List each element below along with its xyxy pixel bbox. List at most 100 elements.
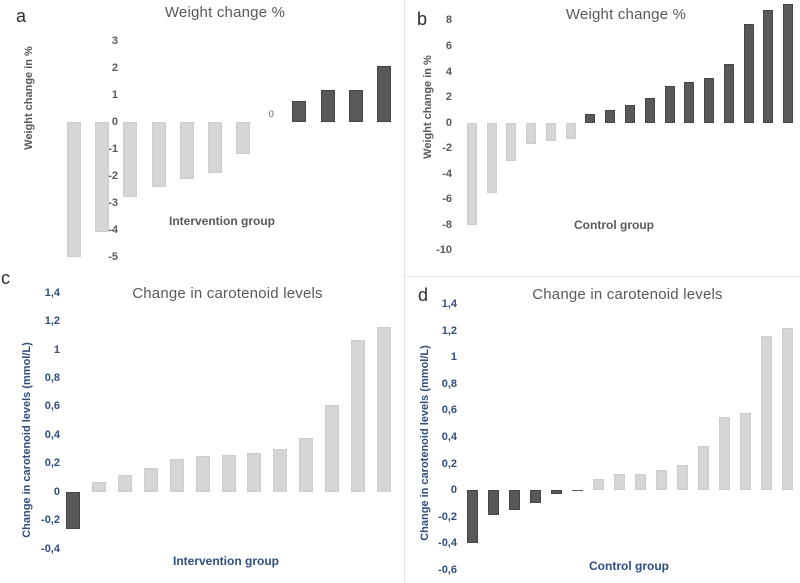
bar — [169, 459, 184, 492]
bar — [273, 449, 288, 492]
panel-label-b: b — [417, 9, 428, 29]
bar — [299, 437, 314, 492]
bar — [466, 122, 477, 225]
bar — [551, 490, 562, 495]
bar — [572, 490, 583, 492]
bar — [377, 326, 392, 492]
bar — [614, 474, 625, 491]
bar — [151, 122, 166, 187]
y-tick-label: 4 — [445, 65, 452, 78]
y-tick-label: 0,2 — [44, 457, 60, 470]
chart-title: Change in carotenoid levels — [532, 286, 723, 303]
bar — [625, 104, 635, 123]
bar — [605, 109, 616, 123]
y-tick-label: 0,8 — [44, 372, 60, 385]
bar — [635, 474, 646, 491]
y-tick-label: 2 — [445, 91, 452, 104]
plot-area — [400, 283, 800, 583]
y-tick-label: -6 — [442, 193, 452, 206]
chart-title: Weight change % — [565, 6, 687, 23]
bar — [221, 454, 236, 492]
y-tick-label: 1 — [53, 343, 60, 356]
bar — [351, 339, 366, 492]
bar — [292, 100, 307, 123]
bar — [740, 413, 751, 491]
y-tick-label: -0,6 — [438, 563, 457, 576]
bar — [593, 479, 604, 491]
bar — [179, 122, 194, 179]
bar — [704, 77, 715, 123]
bar — [91, 481, 106, 492]
y-tick-label: 0,4 — [441, 430, 457, 443]
bar — [509, 490, 520, 510]
bar — [545, 122, 556, 142]
y-tick-label: -5 — [108, 250, 118, 263]
bar — [763, 10, 774, 123]
y-tick-label: 1 — [450, 351, 457, 364]
chart-panel-d: Change in carotenoid levels Change in ca… — [400, 283, 800, 583]
plot-area — [400, 0, 800, 283]
panel-divider-vertical — [404, 0, 405, 583]
y-axis-ticks: 8 6 4 2 0 -2 -4 -6 -8 -10 — [400, 0, 800, 283]
bar — [207, 122, 222, 174]
y-tick-label: 2 — [111, 62, 118, 75]
y-tick-label: -2 — [442, 142, 452, 155]
bar — [664, 85, 675, 123]
bar — [761, 336, 772, 491]
bar — [782, 328, 793, 491]
bar — [723, 63, 734, 123]
bar — [656, 470, 667, 491]
bar — [486, 122, 497, 193]
x-axis-group-label: Control group — [589, 559, 669, 573]
bar — [488, 490, 499, 516]
plot-area: 0 — [0, 0, 400, 283]
y-tick-label: -1 — [108, 143, 118, 156]
y-tick-label: 0 — [445, 116, 452, 129]
plot-area — [0, 283, 400, 583]
bar — [565, 122, 576, 140]
y-tick-label: -0,2 — [438, 510, 457, 523]
bar — [320, 89, 335, 123]
y-tick-label: -4 — [442, 167, 452, 180]
y-tick-label: -8 — [442, 218, 452, 231]
y-tick-label: 0,4 — [44, 428, 60, 441]
x-axis-group-label: Intervention group — [169, 214, 275, 228]
bar — [236, 122, 251, 155]
bar — [247, 453, 262, 492]
bar — [743, 24, 754, 123]
bar — [467, 490, 478, 544]
y-tick-label: 0 — [111, 116, 118, 129]
bar — [585, 113, 596, 123]
bar — [530, 490, 541, 504]
zero-value-label: 0 — [268, 109, 274, 120]
y-tick-label: -4 — [108, 223, 118, 236]
y-tick-label: 3 — [111, 35, 118, 48]
y-axis-ticks: 1,4 1,2 1 0,8 0,6 0,4 0,2 0 -0,2 -0,4 — [0, 283, 400, 583]
y-tick-label: 1 — [111, 89, 118, 102]
y-tick-label: 6 — [445, 39, 452, 52]
bar — [143, 467, 158, 492]
bar — [506, 122, 517, 161]
y-tick-label: 1,2 — [44, 315, 60, 328]
panel-divider-horizontal — [402, 276, 800, 277]
y-tick-label: 8 — [445, 14, 452, 27]
bar — [123, 122, 138, 198]
panel-label-a: a — [16, 6, 27, 26]
bar — [65, 491, 80, 529]
x-axis-group-label: Intervention group — [173, 554, 279, 568]
panel-label-d: d — [418, 285, 429, 305]
y-tick-label: -0,4 — [41, 542, 60, 555]
chart-title: Change in carotenoid levels — [132, 285, 323, 302]
bar — [376, 65, 391, 123]
y-tick-label: -0,2 — [41, 514, 60, 527]
y-tick-label: 0,6 — [44, 400, 60, 413]
y-tick-label: 0,2 — [441, 457, 457, 470]
y-tick-label: 1,2 — [441, 324, 457, 337]
bar — [526, 122, 537, 145]
bar — [348, 89, 363, 123]
y-tick-label: 0,6 — [441, 404, 457, 417]
y-tick-label: 1,4 — [44, 286, 60, 299]
